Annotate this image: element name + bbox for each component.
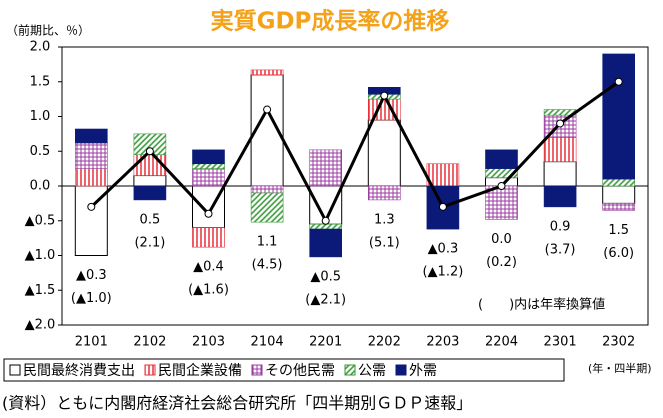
gdp-line — [90, 80, 620, 225]
bar-segment — [192, 163, 225, 169]
x-tick-label: 2201 — [309, 335, 342, 350]
data-label: 1.3 — [374, 212, 395, 227]
gdp-point — [204, 209, 213, 218]
y-tick-label: ▲1.5 — [25, 283, 56, 298]
data-label: 1.1 — [257, 235, 278, 250]
legend-label: 民間最終消費支出 — [23, 363, 135, 379]
bar-segment — [543, 161, 577, 187]
legend-box — [3, 358, 565, 382]
bar-segment — [543, 185, 577, 208]
bar-segment — [485, 185, 518, 220]
y-tick-label: ▲1.0 — [25, 248, 56, 263]
gdp-point — [556, 119, 565, 128]
x-tick-label: 2101 — [75, 335, 108, 350]
data-label: 0.0 — [491, 232, 512, 247]
y-tick-label: 0.5 — [30, 144, 51, 159]
legend-swatch — [9, 364, 21, 376]
x-tick-label: 2203 — [426, 335, 459, 350]
gdp-point — [321, 216, 330, 225]
data-label: ▲0.4 — [193, 260, 224, 275]
bar-segment — [602, 178, 636, 187]
annualized-label: (6.0) — [603, 246, 634, 261]
data-label: 0.5 — [140, 212, 161, 227]
x-tick-label: 2202 — [368, 335, 401, 350]
gdp-point — [380, 91, 389, 100]
bar-segment — [192, 227, 225, 248]
legend-swatch — [395, 364, 407, 376]
y-tick-label: 2.0 — [30, 40, 51, 55]
annualized-label: (5.1) — [369, 235, 400, 250]
bar-segment — [485, 149, 518, 169]
x-axis-label: (年・四半期) — [588, 361, 652, 375]
annualized-label: (▲1.0) — [71, 291, 112, 306]
gdp-point — [87, 202, 96, 211]
data-label: 1.5 — [608, 223, 629, 238]
legend-label: 公需 — [358, 363, 386, 379]
annualized-label: (▲1.2) — [422, 265, 463, 280]
bar-segment — [192, 168, 225, 187]
bar-segment — [75, 142, 108, 169]
bar-segment — [309, 149, 343, 187]
note: ( )内は年率換算値 — [478, 297, 605, 313]
data-label: 0.9 — [550, 219, 571, 234]
x-tick-label: 2302 — [602, 335, 635, 350]
y-tick-label: 1.5 — [30, 74, 51, 89]
annualized-label: (2.1) — [134, 235, 165, 250]
annualized-label: (4.5) — [252, 258, 283, 273]
legend-swatch — [344, 364, 356, 376]
bar-segment — [75, 168, 108, 187]
x-tick-label: 2102 — [133, 335, 166, 350]
x-tick-label: 2103 — [192, 335, 225, 350]
bar-segment — [250, 69, 284, 76]
bar-segment — [602, 203, 636, 211]
annualized-label: (▲1.6) — [188, 283, 229, 298]
bar-segment — [367, 119, 401, 187]
annualized-label: (3.7) — [545, 242, 576, 257]
annualized-label: (0.2) — [486, 255, 517, 270]
bar-segment — [367, 185, 401, 201]
gdp-point — [614, 77, 623, 86]
bar-segment — [543, 137, 577, 162]
bar-segment — [250, 185, 284, 194]
bar-segment — [602, 53, 636, 180]
y-tick-label: 1.0 — [30, 109, 51, 124]
gdp-point — [497, 182, 506, 190]
x-tick-label: 2301 — [544, 335, 577, 350]
bar-segment — [309, 228, 343, 258]
y-tick-label: ▲2.0 — [25, 318, 56, 333]
legend-swatch — [144, 364, 156, 376]
data-label: ▲0.3 — [76, 268, 107, 283]
bar-segment — [309, 223, 343, 230]
legend-label: 民間企業設備 — [158, 362, 242, 379]
bar-segment — [75, 128, 108, 144]
gdp-point — [145, 147, 154, 156]
y-tick-label: ▲0.5 — [25, 213, 56, 228]
gdp-point — [263, 105, 272, 114]
y-axis-label: （前期比、％） — [6, 23, 90, 38]
legend-swatch — [251, 364, 263, 376]
x-tick-label: 2204 — [485, 335, 518, 350]
chart-title: 実質GDP成長率の推移 — [211, 8, 450, 35]
data-label: ▲0.3 — [428, 242, 459, 257]
annualized-label: (▲2.1) — [305, 292, 346, 307]
data-label: ▲0.5 — [310, 269, 341, 284]
bar-segment — [133, 185, 167, 201]
source: (資料）ともに内閣府経済社会総合研究所「四半期別ＧＤＰ速報」 — [2, 394, 472, 413]
gdp-point — [438, 202, 447, 211]
legend-label: 外需 — [409, 363, 437, 379]
bar-segment — [192, 149, 225, 165]
y-tick-label: 0.0 — [30, 179, 51, 194]
bar-segment — [250, 192, 284, 223]
x-tick-label: 2104 — [251, 335, 284, 350]
legend-label: その他民需 — [265, 363, 335, 379]
bar-segment — [133, 175, 167, 187]
bar-segment — [602, 185, 636, 204]
